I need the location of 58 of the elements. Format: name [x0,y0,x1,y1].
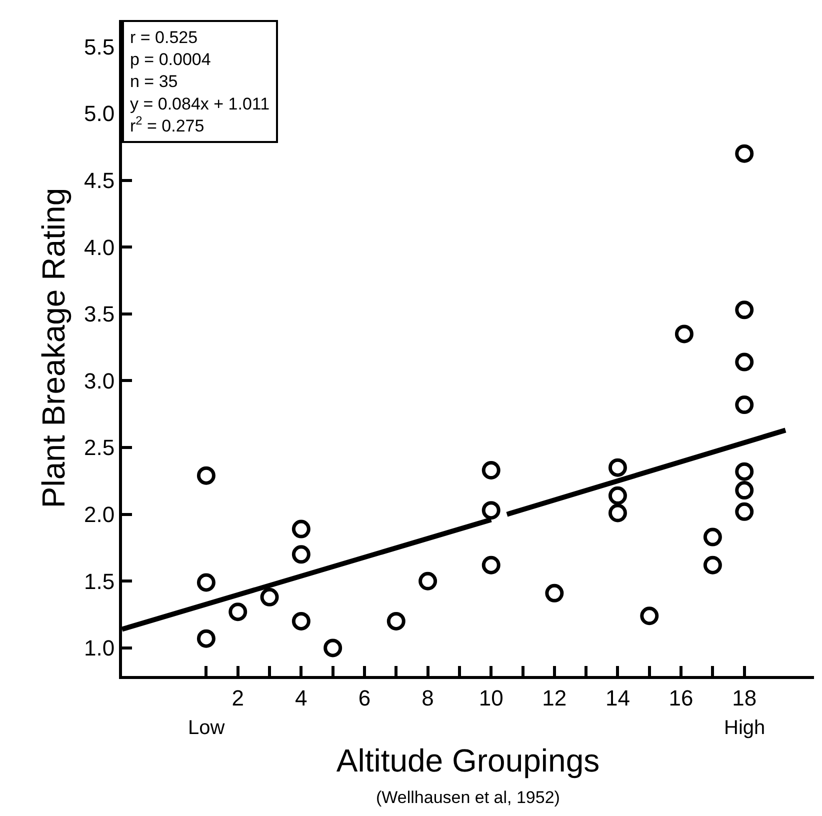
y-tick-label: 2.0 [84,502,115,528]
point [735,352,754,372]
annotation: p = 0.0004 [130,50,211,70]
y-tick-label: 3.0 [84,368,115,394]
point [292,612,310,630]
point [735,481,754,500]
y-tick-label: 2.5 [84,435,115,460]
x-tick-label: 18 [732,685,757,710]
annotation: r$^{2}$ = 0.275 [130,113,204,136]
point [482,501,500,520]
point [324,638,342,658]
point [735,396,754,414]
text: Low [188,717,226,739]
annotation: y = 0.084x + 1.011 [130,94,270,114]
point [703,556,722,574]
point [196,629,216,648]
annotation: r = 0.525 [130,28,198,47]
point [735,462,754,481]
point [196,573,216,592]
point [386,612,406,630]
point [260,588,279,606]
point [608,504,627,522]
y-tick-label: 3.5 [84,302,115,327]
x-axis-title: Altitude Groupings [336,742,600,778]
y-tick-label: 4.5 [84,168,115,194]
point [608,486,627,505]
text: High [724,717,766,739]
point [674,324,694,344]
x-tick-label: 16 [668,685,694,710]
x-tick-label: 12 [542,685,567,710]
x-tick-label: 4 [295,685,308,710]
point [418,572,438,590]
point [228,602,248,622]
point [196,466,216,485]
point [735,300,754,320]
point [545,584,564,602]
y-tick-label: 1.5 [84,568,115,594]
y-tick-label: 5.0 [84,101,115,126]
point [292,545,310,564]
point [608,458,627,477]
text: (Wellhausen et al, 1952) [376,788,560,807]
annotation: n = 35 [130,72,178,92]
point [735,144,754,163]
x-tick-label: 2 [232,685,244,710]
x-tick-label: 8 [422,685,434,710]
y-tick-label: 1.0 [84,636,115,661]
point [703,528,722,546]
point [482,556,500,574]
point [292,520,310,538]
point [482,461,500,480]
x-tick-label: 14 [605,685,630,710]
point [640,606,659,626]
y-axis-title: Plant Breakage Rating [35,188,72,508]
point [735,502,754,521]
x-tick-label: 6 [358,685,371,710]
y-tick-label: 5.5 [84,34,115,60]
y-tick-label: 4.0 [84,234,115,260]
x-tick-label: 10 [478,685,504,710]
